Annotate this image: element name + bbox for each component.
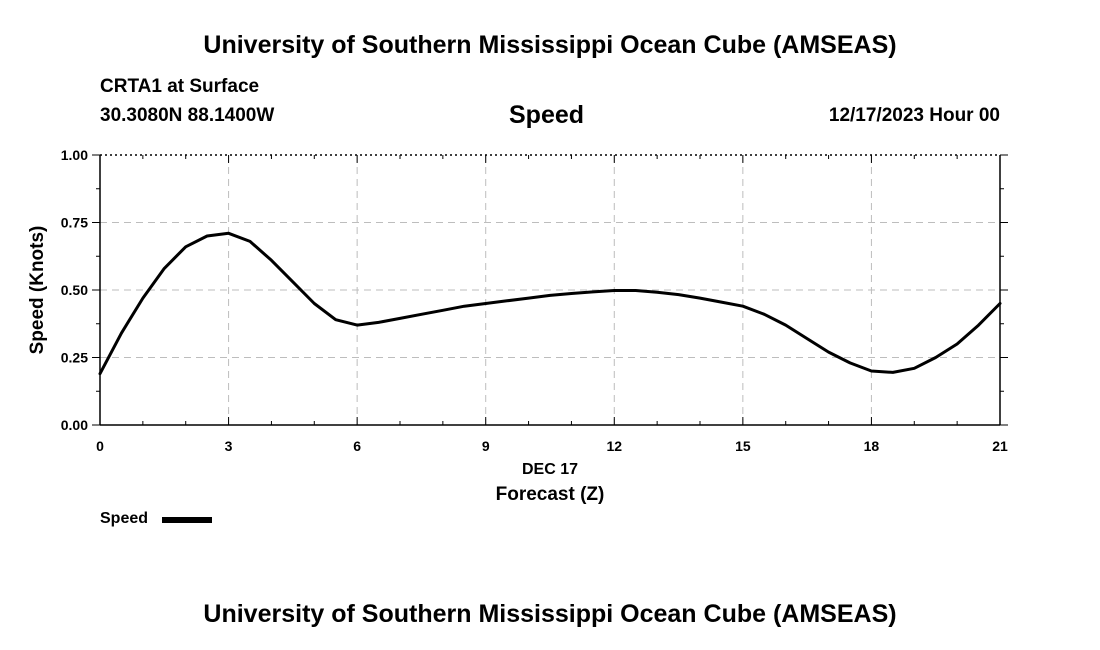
series-lines — [98, 231, 1002, 376]
y-tick-label: 0.50 — [61, 282, 88, 298]
x-tick-label: 21 — [992, 438, 1008, 454]
y-tick-label: 0.75 — [61, 215, 88, 231]
x-axis-title: Forecast (Z) — [496, 484, 605, 505]
station-label: CRTA1 at Surface — [100, 76, 260, 97]
x-tick-label: 12 — [606, 438, 622, 454]
x-tick-label: 0 — [96, 438, 104, 454]
tick-labels: 0 3 6 9 12 15 18 21 0.00 0.25 0.50 0.75 1.00 — [61, 147, 1008, 454]
x-tick-label: 3 — [225, 438, 233, 454]
x-axis-date-label: DEC 17 — [522, 461, 578, 478]
x-tick-label: 15 — [735, 438, 751, 454]
chart-variable-title: Speed — [509, 101, 585, 129]
x-tick-label: 18 — [864, 438, 880, 454]
grid-lines — [100, 155, 1000, 425]
legend-swatch — [162, 517, 212, 523]
speed-series-line — [98, 231, 1002, 376]
x-tick-label: 6 — [353, 438, 361, 454]
legend-label: Speed — [100, 510, 149, 527]
chart-title-bottom: University of Southern Mississippi Ocean… — [203, 600, 897, 628]
y-tick-label: 0.25 — [61, 350, 88, 366]
plot-frame — [99, 154, 1001, 426]
y-axis-title: Speed (Knots) — [27, 226, 48, 355]
y-tick-label: 0.00 — [61, 417, 88, 433]
x-tick-label: 9 — [482, 438, 490, 454]
station-coordinates: 30.3080N 88.1400W — [100, 105, 275, 126]
forecast-datetime: 12/17/2023 Hour 00 — [828, 105, 1000, 126]
chart-title-top: University of Southern Mississippi Ocean… — [203, 31, 897, 59]
y-tick-label: 1.00 — [61, 147, 88, 163]
